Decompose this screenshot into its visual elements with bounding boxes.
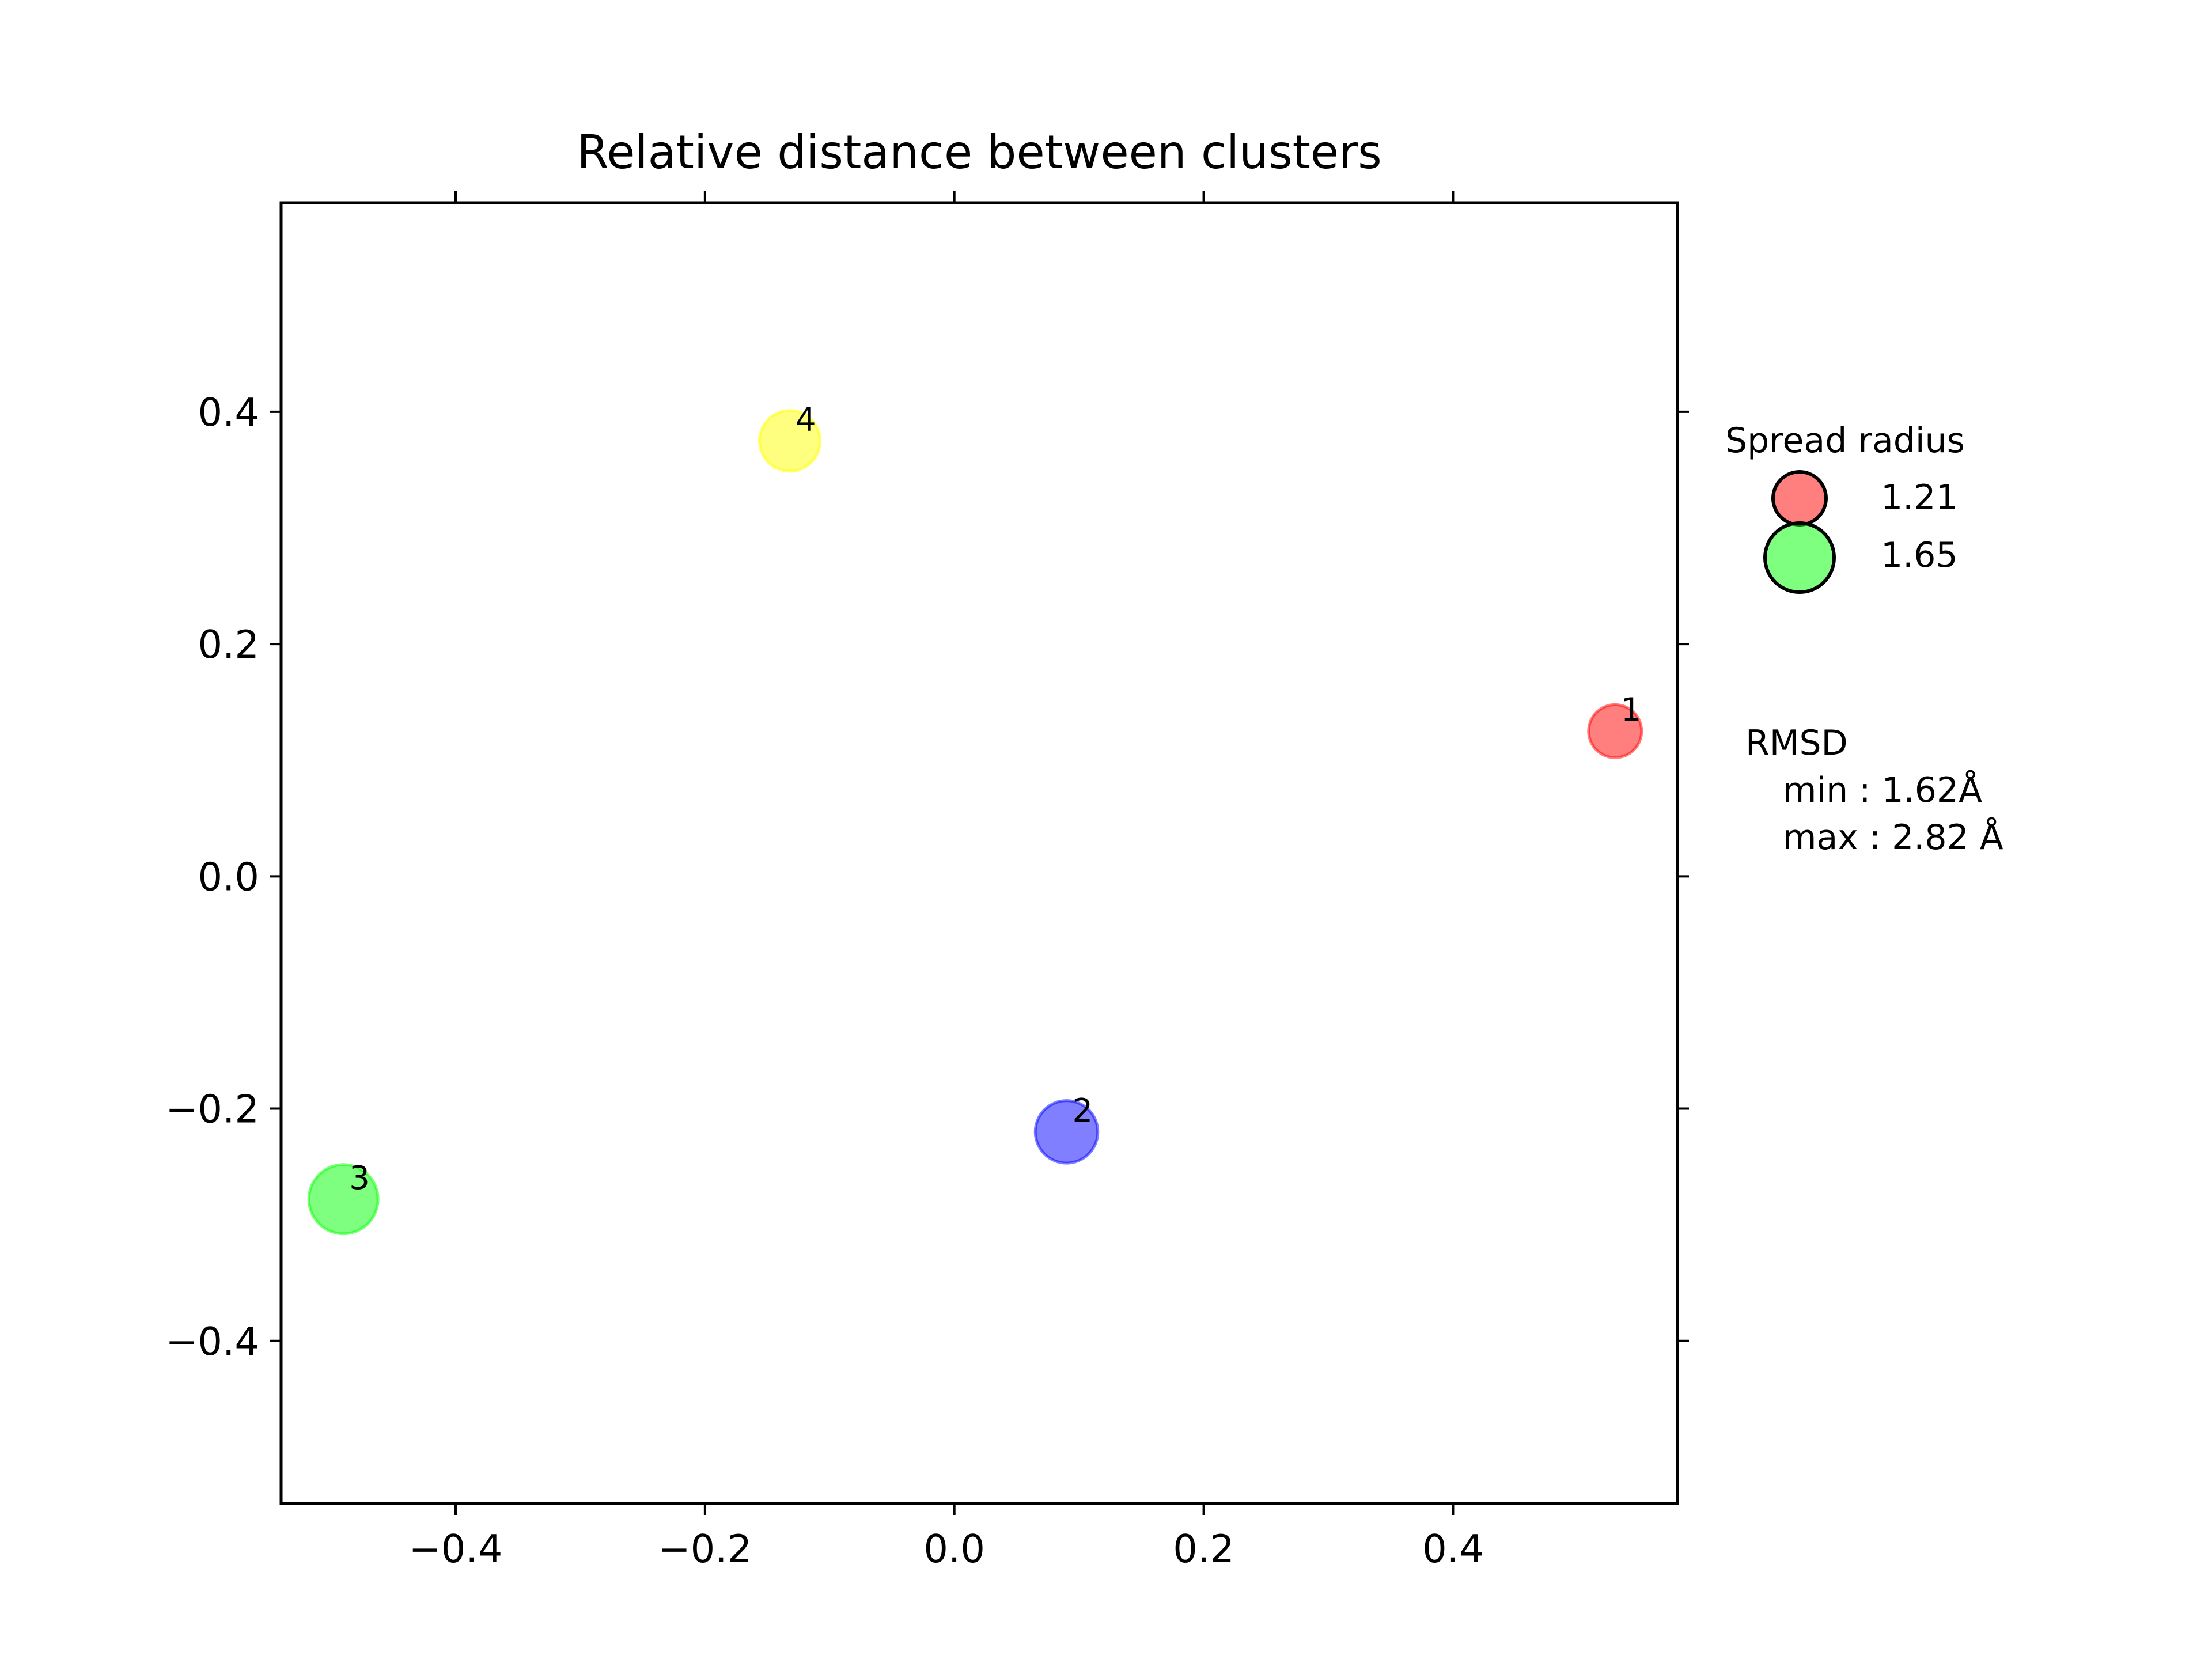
rmsd-heading: RMSD bbox=[1745, 723, 1848, 763]
cluster-label-2: 2 bbox=[1073, 1092, 1093, 1130]
legend-label-2: 1.65 bbox=[1881, 535, 1958, 575]
y-tick-label: 0.4 bbox=[198, 390, 259, 435]
x-tick-label: −0.4 bbox=[409, 1527, 503, 1571]
cluster-label-4: 4 bbox=[796, 401, 816, 438]
rmsd-min: min : 1.62Å bbox=[1783, 770, 1982, 810]
y-tick-label: −0.4 bbox=[165, 1319, 259, 1364]
y-tick-label: −0.2 bbox=[165, 1087, 259, 1132]
x-tick-label: 0.4 bbox=[1422, 1527, 1484, 1571]
x-tick-label: −0.2 bbox=[658, 1527, 752, 1571]
legend: Spread radius 1.21 1.65 bbox=[1725, 421, 1965, 594]
cluster-point-3 bbox=[307, 1163, 380, 1236]
marks-layer: 1 2 3 4 bbox=[307, 401, 1643, 1236]
x-tick-label: 0.0 bbox=[923, 1527, 985, 1571]
rmsd-max: max : 2.82 Å bbox=[1783, 817, 2003, 858]
ticks-layer: −0.4 −0.2 0.0 0.2 0.4 −0.4 −0.2 0.0 0.2 0.4 bbox=[165, 191, 1689, 1571]
cluster-label-1: 1 bbox=[1621, 691, 1642, 729]
cluster-point-2 bbox=[1033, 1099, 1100, 1165]
y-tick-label: 0.2 bbox=[198, 622, 259, 667]
cluster-label-3: 3 bbox=[349, 1160, 370, 1197]
legend-title: Spread radius bbox=[1725, 421, 1965, 461]
legend-marker-1 bbox=[1771, 470, 1828, 527]
y-tick-label: 0.0 bbox=[198, 854, 259, 899]
legend-label-1: 1.21 bbox=[1881, 478, 1958, 518]
legend-marker-2 bbox=[1763, 521, 1836, 594]
rmsd-annotation: RMSD min : 1.62Å max : 2.82 Å bbox=[1745, 723, 2003, 858]
x-tick-label: 0.2 bbox=[1173, 1527, 1234, 1571]
cluster-point-1 bbox=[1587, 703, 1643, 759]
cluster-point-4 bbox=[757, 409, 822, 473]
plot-frame bbox=[279, 201, 1679, 1505]
chart-title: Relative distance between clusters bbox=[577, 126, 1382, 179]
